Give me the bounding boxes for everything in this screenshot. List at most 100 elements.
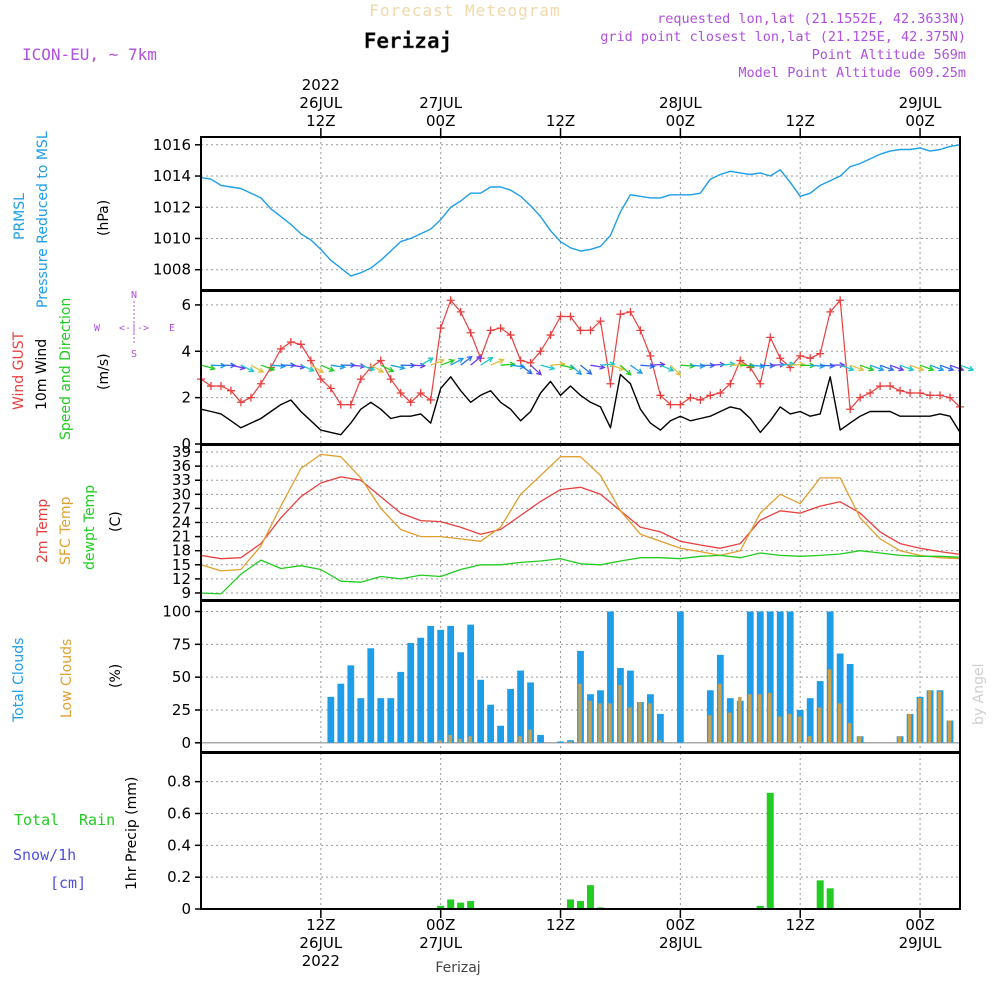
bottom-axis-label: 00Z bbox=[666, 916, 695, 934]
arrow-head bbox=[829, 362, 836, 369]
low-cloud-bar bbox=[618, 685, 622, 743]
wind-direction-arrow bbox=[660, 364, 675, 372]
total-cloud-bar bbox=[327, 696, 335, 743]
wind-direction-arrow bbox=[909, 364, 925, 372]
low-cloud-bar bbox=[788, 713, 792, 743]
compass-north: N bbox=[131, 290, 137, 301]
arrow-shaft bbox=[640, 364, 655, 368]
bottom-axis-label: 12Z bbox=[546, 916, 575, 934]
temp-sfc-label: SFC Temp bbox=[58, 496, 74, 565]
wind-direction-arrow bbox=[490, 358, 505, 366]
y-tick-label: 0 bbox=[181, 900, 191, 918]
precip-unit: 1hr Precip (mm) bbox=[124, 777, 140, 890]
arrow-head bbox=[769, 362, 776, 369]
arrow-shaft bbox=[460, 356, 473, 366]
total-cloud-bar bbox=[497, 725, 505, 743]
total-cloud-bar bbox=[487, 704, 495, 743]
footer-location: Ferizaj bbox=[435, 960, 480, 976]
top-axis-label: 12Z bbox=[786, 112, 815, 130]
arrow-shaft bbox=[750, 364, 765, 368]
arrow-shaft bbox=[869, 364, 884, 371]
wind-direction-arrow bbox=[370, 364, 385, 373]
gust-point bbox=[816, 349, 825, 358]
arrow-head bbox=[819, 363, 826, 369]
arrow-shaft bbox=[600, 363, 615, 366]
model-point-altitude: Model Point Altitude 609.25m bbox=[738, 65, 966, 81]
cloud-panel-labels: Total Clouds Low Clouds (%) bbox=[11, 638, 124, 723]
gust-point bbox=[306, 356, 315, 365]
wind-direction-arrow bbox=[720, 361, 736, 368]
wind-direction-arrow bbox=[669, 364, 682, 376]
gust-point bbox=[206, 382, 215, 391]
model-name: ICON-EU, ~ 7km bbox=[22, 45, 157, 64]
total-cloud-bar bbox=[836, 653, 844, 743]
y-tick-label: 27 bbox=[172, 499, 191, 517]
temp-dewpt-label: dewpt Temp bbox=[82, 485, 98, 570]
arrow-head bbox=[308, 366, 315, 372]
arrow-shaft bbox=[570, 364, 582, 375]
compass-west: W bbox=[94, 323, 101, 334]
gust-point bbox=[896, 386, 905, 395]
arrow-shaft bbox=[470, 355, 482, 366]
y-tick-label: 4 bbox=[181, 342, 191, 360]
total-cloud-bar bbox=[457, 652, 465, 743]
arrow-head bbox=[438, 358, 445, 365]
gust-point bbox=[706, 391, 715, 400]
y-tick-label: 12 bbox=[172, 570, 191, 588]
rain-label-total: Total bbox=[14, 811, 59, 829]
arrow-shaft bbox=[560, 364, 575, 369]
low-cloud-bar bbox=[658, 740, 662, 743]
total-cloud-bar bbox=[517, 670, 524, 743]
low-cloud-bar bbox=[937, 691, 942, 743]
gust-point bbox=[766, 333, 775, 342]
panel-frames bbox=[200, 136, 961, 910]
gust-point bbox=[456, 307, 465, 316]
low-cloud-bar bbox=[608, 703, 612, 743]
precip-panel-labels: Total Rain Snow/1h [cm] 1hr Precip (mm) bbox=[13, 777, 140, 892]
bottom-axis-label: 2022 bbox=[302, 952, 340, 970]
total-cloud-bar bbox=[786, 611, 794, 743]
arrow-shaft bbox=[590, 364, 605, 369]
arrow-head bbox=[549, 364, 556, 371]
wind-direction-arrow bbox=[939, 364, 955, 372]
wind-unit: (m/s) bbox=[96, 353, 112, 390]
gust-point bbox=[666, 400, 675, 409]
arrow-head bbox=[799, 361, 806, 368]
snow-label: Snow/1h bbox=[13, 846, 76, 864]
wind-panel: 0 2 4 6 bbox=[181, 291, 975, 453]
arrow-head bbox=[535, 369, 543, 376]
total-cloud-bar bbox=[437, 629, 445, 743]
arrow-shaft bbox=[410, 364, 425, 367]
arrow-shaft bbox=[909, 364, 924, 371]
arrow-head bbox=[388, 366, 395, 373]
arrow-shaft bbox=[440, 359, 454, 366]
arrow-head bbox=[328, 366, 335, 372]
y-tick-label: 36 bbox=[172, 457, 191, 475]
y-tick-label: 21 bbox=[172, 528, 191, 546]
low-clouds-label: Low Clouds bbox=[59, 639, 75, 718]
gust-point bbox=[576, 326, 585, 335]
wind-direction-arrow bbox=[250, 364, 265, 373]
wind-direction-arrow bbox=[430, 358, 445, 366]
gust-point bbox=[646, 351, 655, 360]
wind-direction-arrow bbox=[260, 364, 276, 372]
arrow-shaft bbox=[630, 364, 643, 374]
low-cloud-bar bbox=[628, 707, 632, 743]
arrow-shaft bbox=[430, 359, 444, 366]
gust-point bbox=[906, 389, 915, 397]
arrow-shaft bbox=[550, 363, 565, 366]
wind-direction-arrow bbox=[919, 364, 935, 372]
y-tick-label: 0 bbox=[181, 734, 191, 752]
low-cloud-bar bbox=[808, 736, 812, 743]
arrow-head bbox=[675, 370, 682, 376]
gust-point bbox=[436, 324, 445, 333]
gust-point bbox=[826, 307, 835, 316]
rain-bar bbox=[816, 880, 824, 909]
low-cloud-bar bbox=[438, 740, 442, 743]
low-cloud-bar bbox=[907, 713, 912, 743]
arrow-shaft bbox=[859, 364, 874, 371]
arrow-shaft bbox=[240, 364, 254, 372]
arrow-shaft bbox=[420, 357, 434, 366]
wind-direction-arrow bbox=[580, 364, 593, 375]
y-tick-label: 1016 bbox=[153, 136, 191, 154]
